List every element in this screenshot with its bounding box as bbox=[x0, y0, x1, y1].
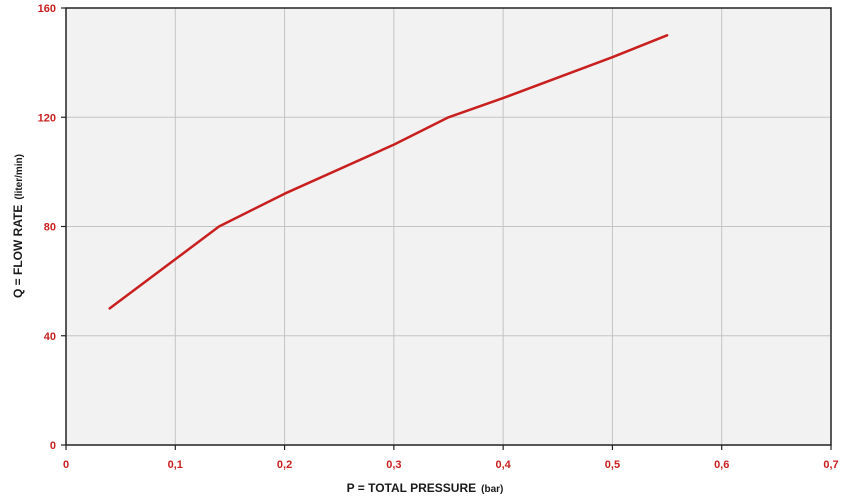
x-tick-label: 0 bbox=[63, 459, 69, 471]
y-tick-label: 40 bbox=[44, 331, 56, 343]
x-tick-label: 0,1 bbox=[168, 459, 183, 471]
y-axis-ticks: 0 40 80 120 160 bbox=[38, 3, 66, 452]
x-tick-label: 0,2 bbox=[277, 459, 292, 471]
y-tick-label: 80 bbox=[44, 222, 56, 234]
flow-rate-series-line bbox=[108, 34, 669, 310]
series-group bbox=[108, 34, 669, 310]
x-axis-title: P = TOTAL PRESSURE (bar) bbox=[347, 481, 504, 495]
y-axis-title-unit: (liter/min) bbox=[14, 154, 25, 200]
y-tick-label: 160 bbox=[38, 3, 56, 15]
y-tick-label: 120 bbox=[38, 112, 56, 124]
y-axis-title-main: Q = FLOW RATE bbox=[11, 205, 25, 298]
y-axis-title: Q = FLOW RATE (liter/min) bbox=[11, 154, 25, 298]
x-tick-label: 0,5 bbox=[605, 459, 620, 471]
x-axis-title-main: P = TOTAL PRESSURE bbox=[347, 481, 476, 495]
x-tick-label: 0,3 bbox=[386, 459, 401, 471]
x-tick-label: 0,6 bbox=[714, 459, 729, 471]
x-tick-label: 0,4 bbox=[495, 459, 511, 471]
y-tick-label: 0 bbox=[50, 440, 56, 452]
x-axis-ticks: 0 0,1 0,2 0,3 0,4 0,5 0,6 0,7 bbox=[63, 445, 839, 471]
grid-lines bbox=[66, 8, 831, 445]
x-tick-label: 0,7 bbox=[823, 459, 838, 471]
x-axis-title-unit: (bar) bbox=[481, 484, 503, 495]
